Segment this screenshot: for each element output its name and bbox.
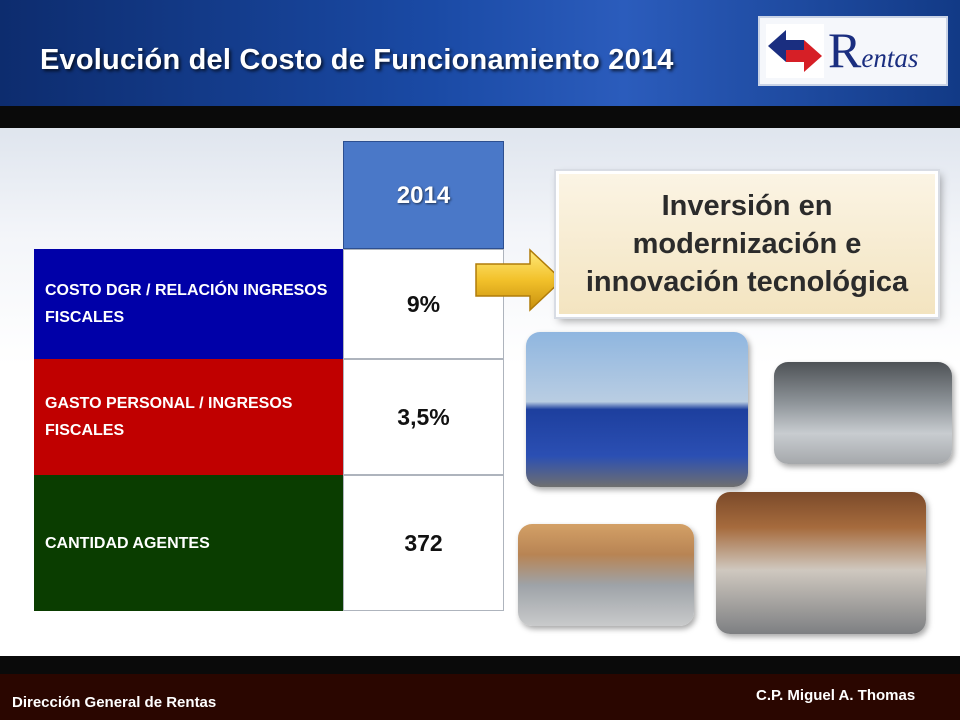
footer-organization: Dirección General de Rentas [12, 694, 217, 711]
year-header: 2014 [396, 182, 451, 209]
footer-author: C.P. Miguel A. Thomas [756, 687, 916, 704]
page-title: Evolución del Costo de Funcionamiento 20… [40, 44, 674, 76]
footer-bar: Dirección General de Rentas C.P. Miguel … [0, 674, 960, 720]
logo-arrows-icon [766, 24, 824, 78]
pointer-arrow-icon [475, 248, 564, 312]
photo-covered-facility [518, 524, 694, 626]
cost-table: 2014 COSTO DGR / RELACIÓN INGRESOS FISCA… [34, 141, 504, 611]
photo-service-counter [716, 492, 926, 634]
photo-control-booth [774, 362, 952, 464]
bottom-divider [0, 656, 960, 674]
callout-text: Inversión en modernización e innovación … [585, 190, 909, 298]
row-value-cantidad-agentes: 372 [343, 475, 504, 611]
photo-mobile-office-truck [526, 332, 748, 487]
year-header-cell: 2014 [343, 141, 504, 249]
rentas-logo: Rentas [758, 16, 948, 86]
logo-wordmark: Rentas [828, 22, 919, 78]
top-divider [0, 106, 960, 128]
row-label-cantidad-agentes: CANTIDAD AGENTES [34, 475, 343, 611]
row-label-gasto-personal: GASTO PERSONAL / INGRESOS FISCALES [34, 359, 343, 475]
header-bar: Evolución del Costo de Funcionamiento 20… [0, 0, 960, 106]
investment-callout: Inversión en modernización e innovación … [556, 171, 938, 317]
row-value-gasto-personal: 3,5% [343, 359, 504, 475]
row-label-costo-dgr: COSTO DGR / RELACIÓN INGRESOS FISCALES [34, 249, 343, 359]
